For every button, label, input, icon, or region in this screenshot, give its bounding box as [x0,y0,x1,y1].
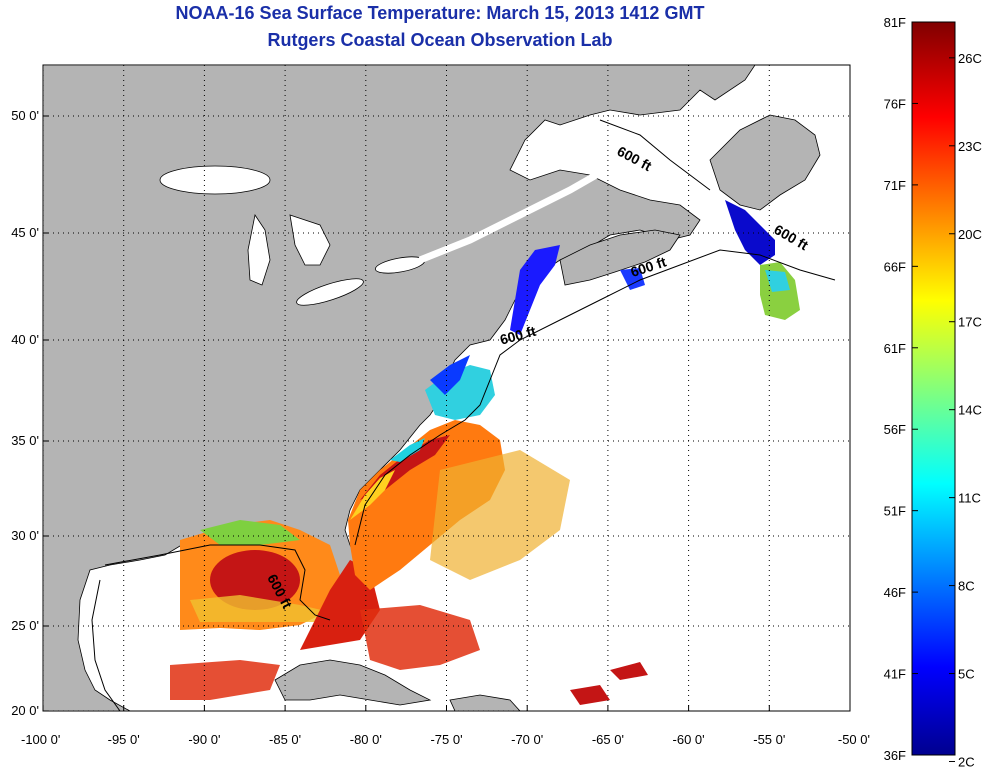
lat-tick-label: 20 0' [11,703,39,718]
lon-tick-label: -70 0' [511,732,543,747]
lon-tick-label: -100 0' [21,732,60,747]
colorbar-c-label: 26C [958,51,982,66]
lat-tick-label: 40 0' [11,332,39,347]
lon-tick-label: -55 0' [753,732,785,747]
colorbar-f-label: 41F [884,667,906,682]
colorbar-f-label: 46F [884,585,906,600]
colorbar-f-label: 66F [884,259,906,274]
st-lawrence-river [418,146,642,264]
hispaniola-land [449,694,521,711]
lat-tick-label: 35 0' [11,433,39,448]
colorbar-f-label: 56F [884,422,906,437]
colorbar-f-label: 51F [884,504,906,519]
lon-tick-label: -90 0' [188,732,220,747]
colorbar-c-label: 11C [958,491,981,506]
colorbar-celsius-labels: 26C 23C 20C 17C 14C 11C 8C 5C 2C [949,51,982,770]
colorbar-c-label: 17C [958,315,982,330]
colorbar-f-label: 81F [884,15,906,30]
colorbar-c-label: 20C [958,227,982,242]
map-subtitle: Rutgers Coastal Ocean Observation Lab [267,30,613,50]
colorbar [911,21,956,756]
colorbar-c-label: 14C [958,403,982,418]
cuba-land [274,659,432,706]
lon-tick-label: -75 0' [430,732,462,747]
latitude-labels: 50 0' 45 0' 40 0' 35 0' 30 0' 25 0' 20 0' [11,108,49,718]
lat-tick-label: 30 0' [11,528,39,543]
lat-tick-label: 25 0' [11,618,39,633]
lake-superior [159,165,271,195]
lon-tick-label: -50 0' [838,732,870,747]
newfoundland-land [709,114,821,211]
lat-tick-label: 45 0' [11,225,39,240]
colorbar-f-label: 71F [884,178,906,193]
colorbar-c-label: 2C [958,755,975,770]
lake-erie [296,278,364,306]
lon-tick-label: -80 0' [350,732,382,747]
colorbar-f-label: 36F [884,748,906,763]
colorbar-c-label: 5C [958,667,975,682]
lake-huron [289,214,331,266]
lon-tick-label: -95 0' [108,732,140,747]
map-title: NOAA-16 Sea Surface Temperature: March 1… [175,3,705,23]
colorbar-c-label: 8C [958,579,975,594]
colorbar-f-label: 76F [884,96,906,111]
sst-data [170,200,800,705]
colorbar-c-label: 23C [958,139,982,154]
lon-tick-label: -85 0' [269,732,301,747]
colorbar-f-label: 61F [884,341,906,356]
lon-tick-label: -65 0' [592,732,624,747]
nova-scotia-land [559,229,681,286]
600ft-contour [91,119,836,711]
colorbar-fahrenheit-labels: 81F 76F 71F 66F 61F 56F 51F 46F 41F 36F [884,15,918,763]
longitude-labels: -100 0' -95 0' -90 0' -85 0' -80 0' -75 0' -70… [21,705,870,747]
lat-tick-label: 50 0' [11,108,39,123]
lon-tick-label: -60 0' [673,732,705,747]
